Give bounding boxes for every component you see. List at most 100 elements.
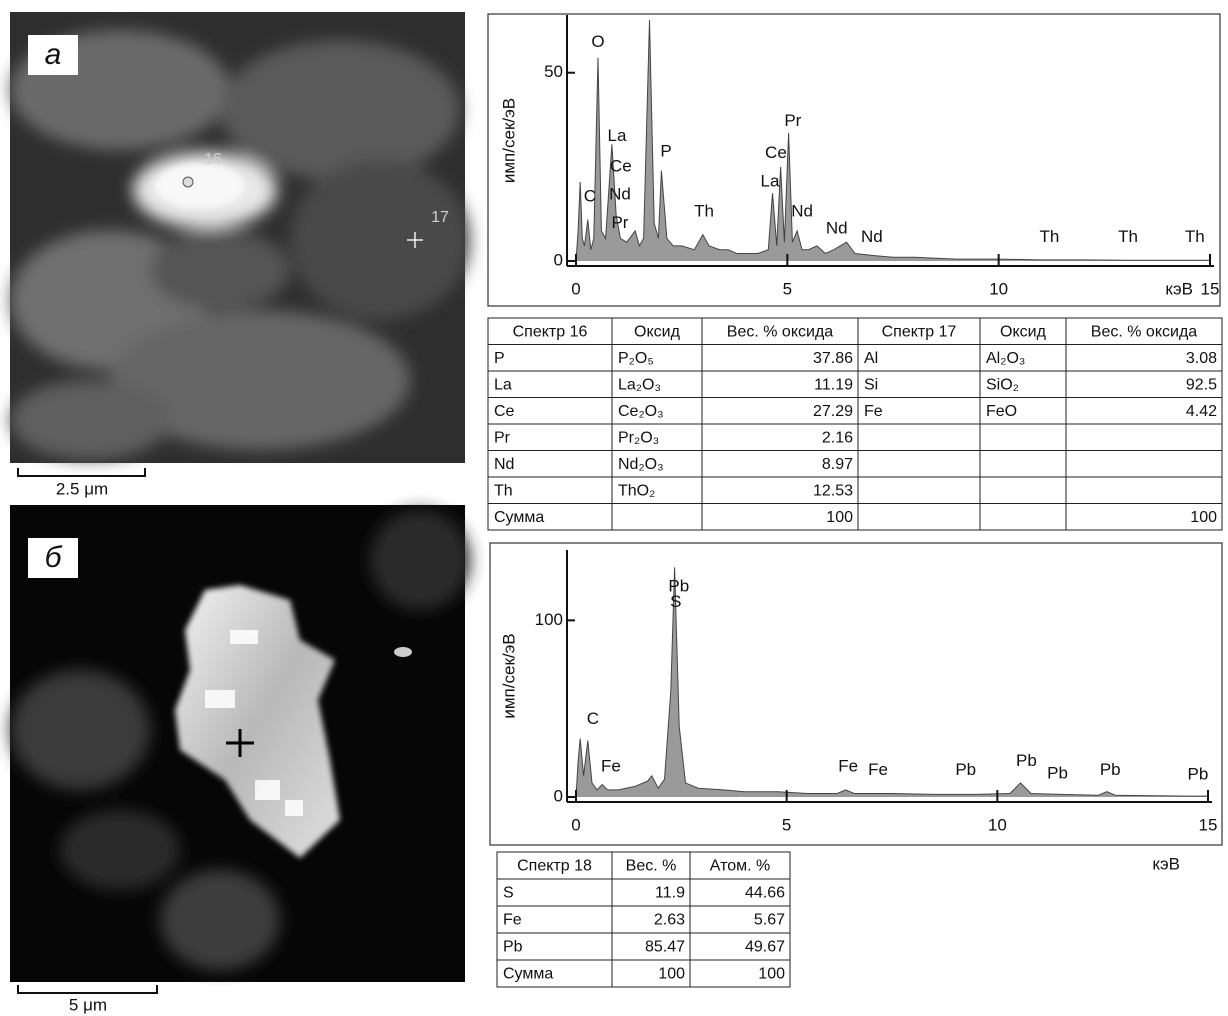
peak-label: Pr [784,111,801,130]
table-cell: Pr₂O₃ [618,429,659,446]
table-header: Спектр 16 [513,323,588,340]
peak-label: Th [1039,227,1059,246]
panel-label: б [45,541,63,574]
peak-label: Fe [868,760,888,779]
table-cell: Pb [503,939,523,956]
peak-label: Pb [1047,764,1068,783]
peak-label: Fe [838,756,858,775]
table-cell: 8.97 [822,456,853,473]
table-cell: Al₂O₃ [986,350,1025,367]
x-tick-label: 5 [782,815,791,834]
table-cell: Si [864,376,878,393]
peak-label: Nd [609,185,631,204]
x-tick-label: 10 [989,279,1008,298]
table-header: Спектр 17 [882,323,957,340]
table-cell: La [494,376,512,393]
x-axis-unit: кэВ [1165,279,1193,298]
x-tick-label: 10 [988,815,1007,834]
table-cell: 11.19 [814,376,853,393]
table-cell: Pr [494,429,511,446]
peak-label: S [670,592,681,611]
peak-label: Pb [1100,760,1121,779]
table-cell: La₂O₃ [618,376,661,393]
table-cell: 12.53 [813,482,853,499]
table-cell: 37.86 [813,350,853,367]
table-cell: 49.67 [745,939,785,956]
y-tick-label: 100 [535,610,563,629]
table-header: Оксид [1000,323,1047,340]
scale-bar-label: 2.5 μm [56,479,108,498]
table-cell: 100 [658,966,685,983]
peak-label: Th [694,202,714,221]
table-cell: Nd₂O₃ [618,456,664,473]
table-cell: S [503,885,514,902]
y-tick-label: 50 [544,62,563,81]
table-cell: 4.42 [1186,403,1217,420]
peak-label: Pr [611,213,628,232]
x-tick-label: 0 [571,815,580,834]
peak-label: Pb [1187,764,1208,783]
x-axis-unit: кэВ [1152,854,1180,873]
point-label: 17 [431,209,449,226]
scale-bar-label: 5 μm [69,995,107,1014]
table-cell: Al [864,350,878,367]
scale-bar [18,985,157,993]
table-cell: Ce₂O₃ [618,403,664,420]
table-cell: P [494,350,505,367]
table-cell: 92.5 [1186,376,1217,393]
table-cell: Сумма [503,966,553,983]
table-cell: FeO [986,403,1017,420]
x-tick-label: 15 [1201,279,1220,298]
table-header: Вес. % оксида [1091,323,1197,340]
table-cell: Fe [864,403,883,420]
figure: а 16 17 2.5 μm б 18 5 μm 050051015кэВимп… [0,0,1228,1016]
peak-label: Nd [861,227,883,246]
peak-label: C [584,186,596,205]
peak-label: La [608,126,627,145]
table-cell: ThO₂ [618,482,655,499]
table-cell: 3.08 [1186,350,1217,367]
table-cell: 2.63 [654,912,685,929]
sem-image-b [10,505,470,982]
table-cell: 100 [1190,509,1217,526]
peak-label: Ce [765,143,787,162]
table-cell: 85.47 [645,939,685,956]
table-header: Атом. % [710,858,770,875]
peak-label: O [591,32,604,51]
table-header: Вес. % [626,858,677,875]
peak-label: Th [1118,227,1138,246]
peak-label: La [761,171,780,190]
y-axis-label: имп/сек/эВ [499,98,518,183]
table-cell: 27.29 [813,403,853,420]
table-header: Вес. % оксида [727,323,833,340]
table-cell: 100 [826,509,853,526]
peak-label: Nd [791,202,813,221]
table-cell: Nd [494,456,514,473]
peak-label: Pb [955,760,976,779]
peak-label: Nd [826,218,848,237]
scale-bar [18,468,145,476]
y-tick-label: 0 [554,250,563,269]
table-header: Спектр 18 [517,858,592,875]
peak-label: C [587,709,599,728]
x-tick-label: 0 [571,279,580,298]
table-header: Оксид [634,323,681,340]
y-tick-label: 0 [554,786,563,805]
table-cell: Fe [503,912,522,929]
chart-frame [490,543,1222,845]
table-cell: 2.16 [822,429,853,446]
table-cell: 11.9 [655,885,685,902]
table-cell: Th [494,482,513,499]
panel-label: а [45,38,62,71]
peak-label: Th [1185,227,1205,246]
peak-label: Ce [610,156,632,175]
x-tick-label: 15 [1199,815,1218,834]
table-cell: 44.66 [745,885,785,902]
sem-image-a [10,12,470,463]
table-cell: Ce [494,403,515,420]
x-tick-label: 5 [783,279,792,298]
peak-label: P [660,141,671,160]
point-label: 16 [204,151,222,168]
point-label: 18 [257,709,275,726]
table-cell: SiO₂ [986,376,1019,393]
